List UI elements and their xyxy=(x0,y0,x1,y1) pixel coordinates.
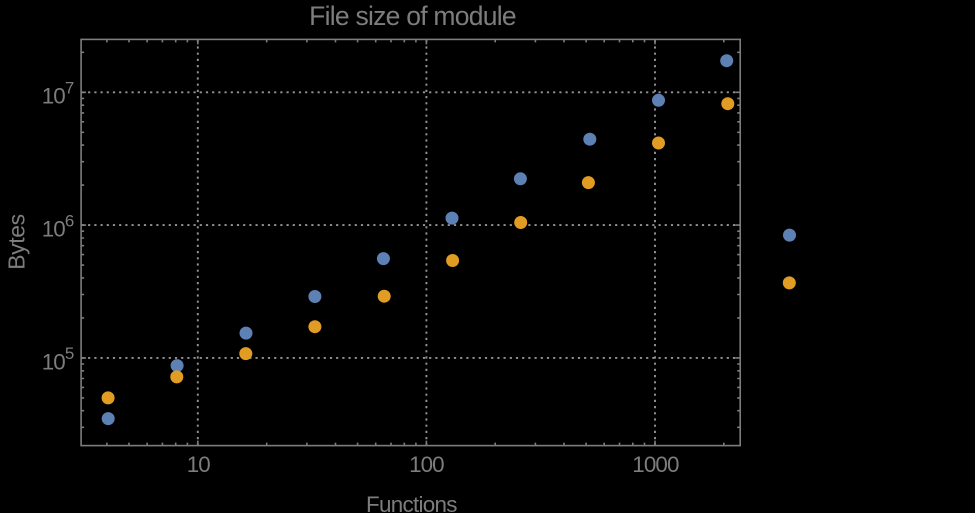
svg-text:1000: 1000 xyxy=(632,452,679,477)
svg-text:10: 10 xyxy=(42,349,66,374)
svg-text:7: 7 xyxy=(65,79,74,98)
svg-text:10: 10 xyxy=(42,84,66,109)
svg-text:100: 100 xyxy=(409,452,444,477)
svg-text:5: 5 xyxy=(65,344,74,363)
svg-text:6: 6 xyxy=(65,211,74,230)
svg-text:Bytes: Bytes xyxy=(3,214,29,270)
svg-text:10: 10 xyxy=(187,452,211,477)
svg-text:10: 10 xyxy=(42,217,66,242)
svg-text:File size of module: File size of module xyxy=(309,1,516,31)
svg-text:Functions: Functions xyxy=(366,492,457,513)
